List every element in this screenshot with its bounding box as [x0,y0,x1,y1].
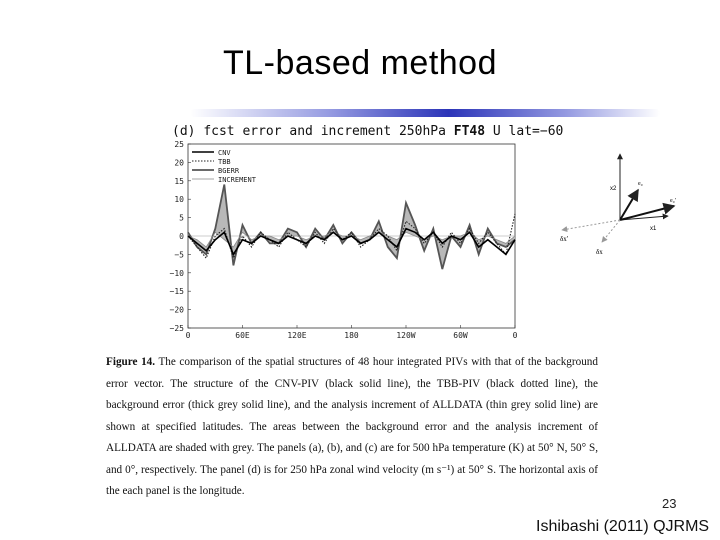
legend-label-bgerr: BGERR [218,167,240,175]
dx-vector [601,219,621,243]
caption-label: Figure 14. [106,356,156,368]
dx-prime-vector [561,219,621,233]
legend-label-cnv: CNV [218,149,231,157]
x1-axis [619,213,669,221]
slide-title: TL-based method [223,44,497,82]
figure-header: (d) fcst error and increment 250hPa FT48… [172,124,563,139]
x-tick-label: 0 [186,331,191,340]
y-tick-label: 25 [174,140,184,149]
x-tick-label: 0 [513,331,518,340]
y-tick-label: −10 [170,269,185,278]
figure-header-tail: U lat=−60 [485,124,564,139]
figure-header-text: fcst error and increment 250hPa [203,124,454,139]
legend-label-tbb: TBB [218,158,231,166]
e0-vector [619,188,639,221]
label-dx-prime: δx' [560,235,568,243]
y-tick-label: −15 [170,287,185,296]
figure-caption: Figure 14. The comparison of the spatial… [106,352,598,503]
title-underline [190,109,660,117]
label-x1: x1 [650,226,657,232]
vector-diagram: e₀ e₀' x2 x1 δx' δx [560,153,676,256]
figure-header-bold: FT48 [453,124,486,139]
y-tick-label: 10 [174,195,184,204]
y-tick-label: 15 [174,177,184,186]
caption-text: The comparison of the spatial structures… [106,356,598,497]
shaded-difference-area [188,184,515,270]
y-tick-label: −5 [174,250,184,259]
y-tick-label: −20 [170,306,185,315]
page-number: 23 [662,496,677,511]
label-e0: e₀ [638,181,643,187]
x-tick-label: 120W [396,331,415,340]
legend-label-increment: INCREMENT [218,176,257,184]
label-e0-prime: e₀' [670,198,676,204]
x-tick-label: 180 [344,331,359,340]
e0-prime-vector [619,202,676,221]
label-x2: x2 [610,186,617,192]
y-tick-label: 20 [174,158,184,167]
x-tick-label: 120E [287,331,306,340]
series-line-bgerr [187,184,516,270]
series-line-cnv [187,227,516,257]
y-tick-label: −25 [170,324,185,333]
y-tick-label: 0 [179,232,184,241]
x-tick-label: 60W [453,331,468,340]
panel-label: (d) [172,124,196,139]
figure-panel: (d) fcst error and increment 250hPa FT48… [160,118,563,340]
y-tick-label: 5 [179,214,184,223]
label-dx: δx [596,248,603,256]
citation: Ishibashi (2011) QJRMS [536,518,710,535]
x-tick-label: 60E [235,331,250,340]
